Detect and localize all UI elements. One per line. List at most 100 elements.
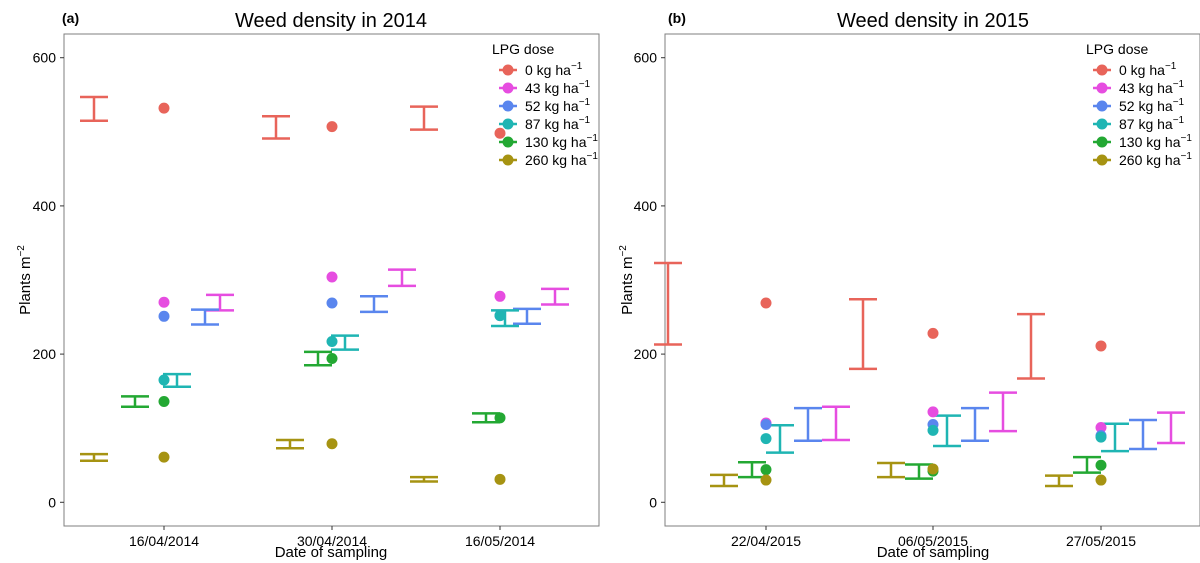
legend-item: 52 kg ha−1 — [1093, 97, 1185, 114]
data-point — [326, 271, 338, 283]
legend-label: 87 kg ha−1 — [1119, 115, 1185, 132]
error-bar — [388, 268, 416, 288]
error-bar — [541, 287, 569, 306]
data-point — [326, 297, 338, 309]
data-point — [326, 336, 338, 347]
x-tick-label: 16/04/2014 — [129, 533, 199, 549]
legend-point-swatch — [1096, 118, 1108, 130]
legend-label: 0 kg ha−1 — [525, 61, 583, 78]
y-tick-label: 600 — [634, 50, 658, 66]
error-bar — [905, 463, 933, 480]
legend-label: 260 kg ha−1 — [1119, 151, 1192, 168]
panel-a-ylabel-sup: −2 — [16, 245, 27, 257]
data-point — [927, 463, 939, 475]
error-bar — [80, 95, 108, 122]
legend-point-swatch — [502, 118, 514, 130]
data-point — [927, 327, 939, 339]
data-point — [494, 127, 506, 139]
legend-point-swatch — [502, 154, 514, 166]
error-bar — [822, 405, 850, 442]
legend-label: 87 kg ha−1 — [525, 115, 591, 132]
error-bar — [410, 105, 438, 131]
data-point — [494, 473, 506, 485]
y-tick-label: 400 — [634, 198, 658, 214]
data-point — [494, 290, 506, 302]
data-point — [760, 418, 772, 430]
legend-point-swatch — [1096, 100, 1108, 112]
y-tick-label: 200 — [33, 346, 57, 362]
error-bar — [849, 298, 877, 371]
legend-point-swatch — [502, 136, 514, 148]
error-bar — [933, 414, 961, 448]
y-tick-label: 0 — [48, 494, 56, 510]
legend-point-swatch — [502, 64, 514, 76]
data-point — [158, 310, 170, 322]
panel-b-label: (b) — [668, 10, 686, 26]
data-point — [760, 433, 772, 445]
data-point — [1095, 421, 1107, 433]
data-point — [326, 353, 338, 365]
panel-b-legend: LPG dose 0 kg ha−143 kg ha−152 kg ha−187 … — [1086, 41, 1192, 168]
error-bar — [1129, 418, 1157, 451]
error-bar — [121, 395, 149, 408]
error-bar — [1157, 411, 1185, 445]
x-tick-label: 30/04/2014 — [297, 533, 367, 549]
data-point — [158, 296, 170, 308]
legend-item: 130 kg ha−1 — [499, 133, 598, 150]
error-bar — [1045, 474, 1073, 488]
data-point — [1095, 431, 1107, 443]
panel-a-ylabel: Plants m−2 — [16, 245, 34, 315]
data-point — [760, 297, 772, 309]
legend-title: LPG dose — [1086, 41, 1148, 57]
data-point — [158, 396, 170, 408]
legend-item: 43 kg ha−1 — [499, 79, 591, 96]
data-point — [1095, 459, 1107, 471]
data-point — [158, 374, 170, 386]
error-bar — [472, 412, 500, 424]
x-tick-label: 16/05/2014 — [465, 533, 535, 549]
legend-label: 130 kg ha−1 — [525, 133, 598, 150]
legend-label: 0 kg ha−1 — [1119, 61, 1177, 78]
error-bar — [513, 307, 541, 325]
legend-label: 43 kg ha−1 — [1119, 79, 1185, 96]
x-tick-label: 27/05/2015 — [1066, 533, 1136, 549]
y-tick-label: 400 — [33, 198, 57, 214]
error-bar — [961, 406, 989, 443]
panel-a-y-axis: 0 200 400 600 — [33, 50, 64, 510]
x-tick-label: 22/04/2015 — [731, 533, 801, 549]
panel-a-marks — [80, 95, 569, 485]
legend-point-swatch — [1096, 82, 1108, 94]
legend-label: 43 kg ha−1 — [525, 79, 591, 96]
panel-a-title: Weed density in 2014 — [235, 10, 427, 32]
legend-item: 0 kg ha−1 — [499, 61, 583, 78]
data-point — [1095, 340, 1107, 352]
panel-a-legend: LPG dose 0 kg ha−143 kg ha−152 kg ha−187 … — [492, 41, 598, 168]
data-point — [927, 406, 939, 418]
panel-b-y-axis: 0 200 400 600 — [634, 50, 665, 510]
legend-point-swatch — [502, 100, 514, 112]
data-point — [927, 424, 939, 436]
panel-a-xlabel: Date of sampling — [275, 544, 388, 561]
legend-point-swatch — [1096, 136, 1108, 148]
legend-label: 52 kg ha−1 — [525, 97, 591, 114]
error-bar — [1101, 422, 1129, 453]
error-bar — [491, 309, 519, 328]
error-bar — [654, 261, 682, 346]
legend-point-swatch — [502, 82, 514, 94]
error-bar — [738, 461, 766, 479]
error-bar — [191, 308, 219, 326]
panel-b-ylabel: Plants m−2 — [618, 245, 636, 315]
error-bar — [262, 114, 290, 140]
panel-b-ylabel-sup: −2 — [618, 245, 629, 257]
legend-label: 52 kg ha−1 — [1119, 97, 1185, 114]
legend-item: 52 kg ha−1 — [499, 97, 591, 114]
panel-b-marks — [654, 261, 1185, 488]
error-bar — [304, 350, 332, 367]
error-bar — [794, 406, 822, 443]
data-point — [494, 412, 506, 424]
panel-a: (a) Weed density in 2014 Date of samplin… — [16, 10, 600, 561]
error-bar — [360, 295, 388, 314]
data-point — [326, 438, 338, 450]
legend-item: 43 kg ha−1 — [1093, 79, 1185, 96]
